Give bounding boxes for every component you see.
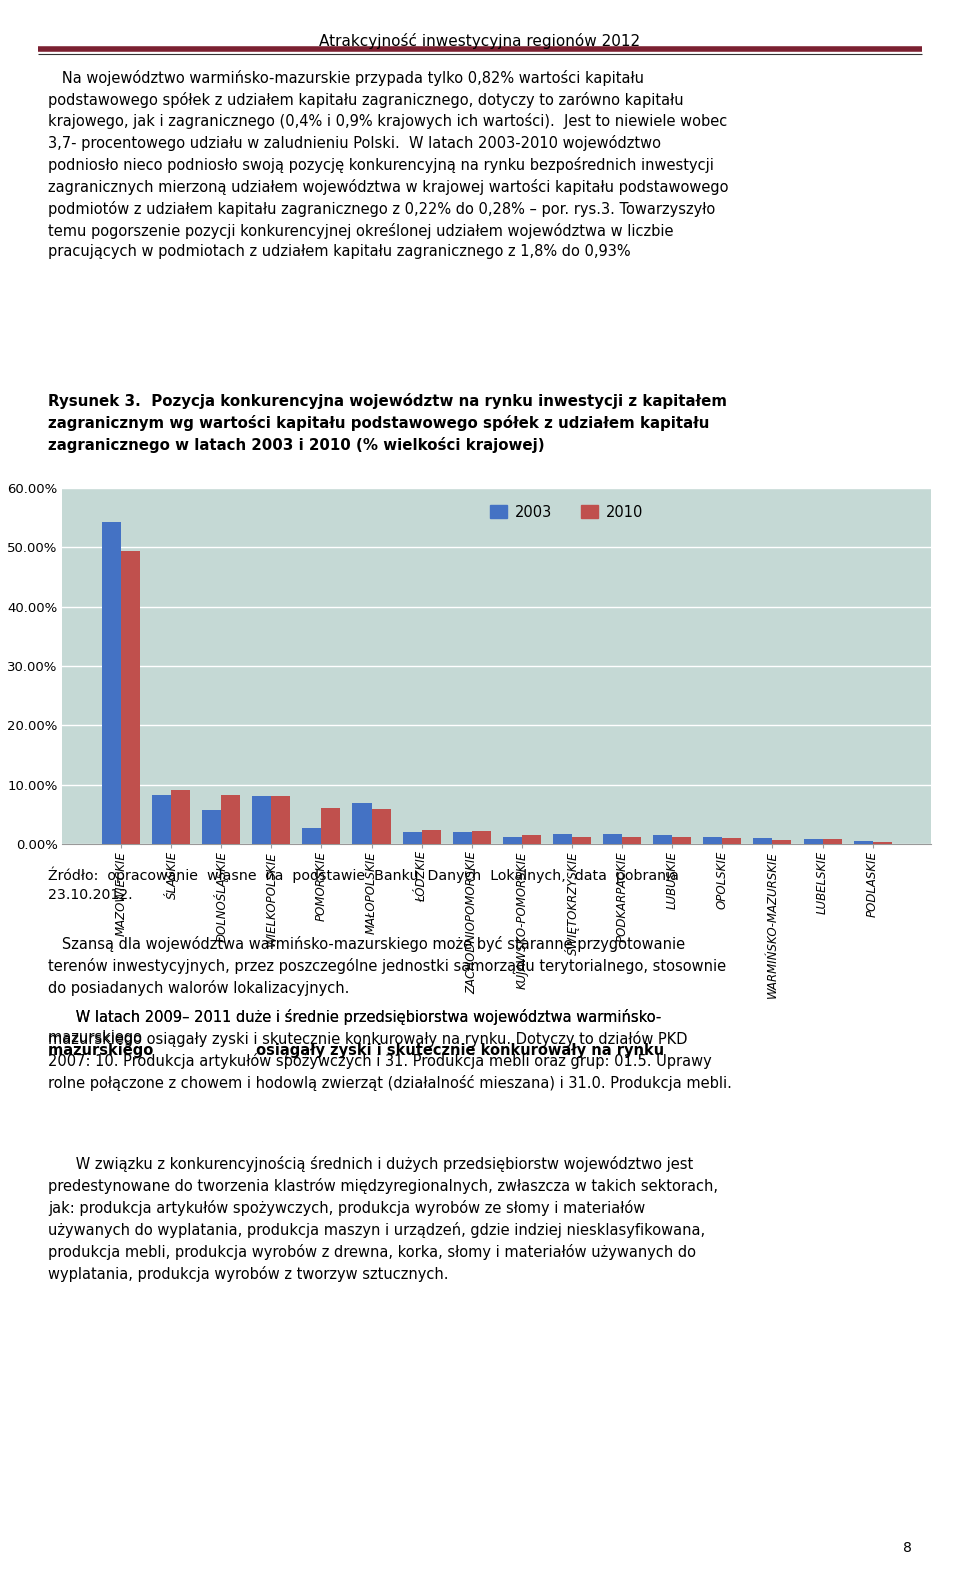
Bar <box>603 835 622 844</box>
Legend: 2003, 2010: 2003, 2010 <box>484 499 649 526</box>
Bar <box>873 843 892 844</box>
Bar <box>421 830 441 844</box>
Text: 8: 8 <box>903 1541 912 1555</box>
Bar <box>722 838 741 844</box>
Bar <box>522 835 540 844</box>
Bar <box>102 523 121 844</box>
Bar <box>171 789 190 844</box>
Bar <box>672 836 691 844</box>
Bar <box>823 840 842 844</box>
Text: Źródło:  opracowanie  własne  na  podstawie  Banku  Danych  Lokalnych,  data  po: Źródło: opracowanie własne na podstawie … <box>48 866 679 901</box>
Bar <box>503 836 522 844</box>
Bar <box>553 833 572 844</box>
Text: Szansą dla województwa warmińsko-mazurskiego może być staranne przygotowanie
ter: Szansą dla województwa warmińsko-mazursk… <box>48 936 726 996</box>
Bar <box>453 832 471 844</box>
Text: Rysunek 3.  Pozycja konkurencyjna województw na rynku inwestycji z kapitałem
zag: Rysunek 3. Pozycja konkurencyjna wojewód… <box>48 393 727 453</box>
Text: Na województwo warmińsko-mazurskie przypada tylko 0,82% wartości kapitału
podsta: Na województwo warmińsko-mazurskie przyp… <box>48 70 729 260</box>
Bar <box>572 836 591 844</box>
Bar <box>853 841 873 844</box>
Text: W związku z konkurencyjnością średnich i dużych przedsiębiorstw województwo jest: W związku z konkurencyjnością średnich i… <box>48 1156 718 1281</box>
Bar <box>804 840 823 844</box>
Text: Atrakcyjność inwestycyjna regionów 2012: Atrakcyjność inwestycyjna regionów 2012 <box>320 33 640 49</box>
Text: W latach 2009– 2011 duże i średnie przedsiębiorstwa województwa warmińsko-
mazur: W latach 2009– 2011 duże i średnie przed… <box>48 1009 661 1045</box>
Bar <box>704 836 722 844</box>
Bar <box>754 838 773 844</box>
Text: mazurskiego                                   osiągały zyski i skutecznie konkur: mazurskiego osiągały zyski i skutecznie … <box>48 1044 664 1058</box>
Bar <box>622 836 641 844</box>
Bar <box>302 828 322 844</box>
Bar <box>252 795 272 844</box>
Bar <box>372 808 391 844</box>
Bar <box>402 832 421 844</box>
Bar <box>203 809 221 844</box>
Bar <box>322 808 341 844</box>
Bar <box>221 795 240 844</box>
Bar <box>152 795 171 844</box>
Bar <box>653 835 672 844</box>
Bar <box>352 803 372 844</box>
Bar <box>773 840 791 844</box>
Bar <box>471 830 491 844</box>
Text: W latach 2009– 2011 duże i średnie przedsiębiorstwa województwa warmińsko-
mazur: W latach 2009– 2011 duże i średnie przed… <box>48 1009 732 1090</box>
Bar <box>272 797 290 844</box>
Bar <box>121 551 140 844</box>
